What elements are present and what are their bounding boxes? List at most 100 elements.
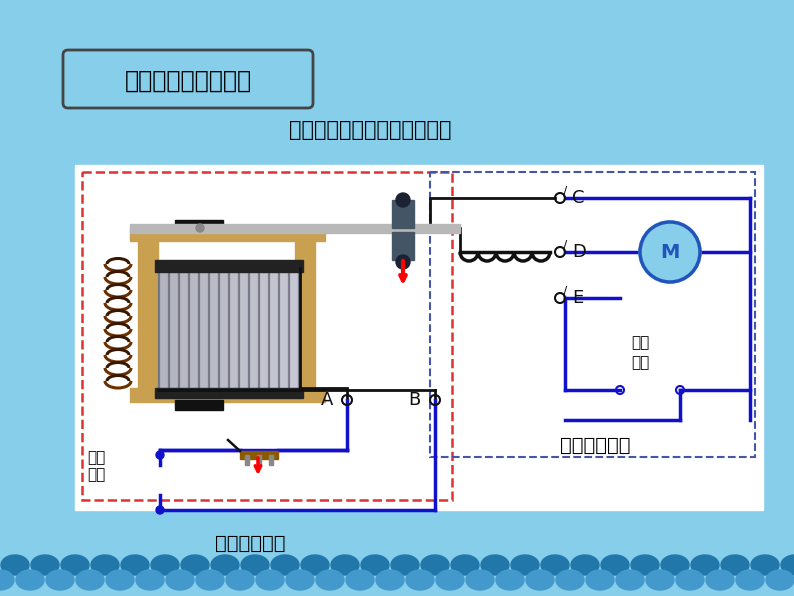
- Ellipse shape: [406, 570, 434, 590]
- Bar: [238, 268, 239, 392]
- Ellipse shape: [316, 570, 344, 590]
- Bar: [155, 260, 303, 272]
- Bar: [392, 232, 414, 260]
- Bar: [170, 268, 178, 392]
- Bar: [130, 228, 325, 241]
- Ellipse shape: [586, 570, 614, 590]
- Ellipse shape: [481, 555, 509, 575]
- Ellipse shape: [301, 555, 329, 575]
- Ellipse shape: [616, 570, 644, 590]
- Bar: [158, 268, 159, 392]
- Bar: [240, 451, 278, 459]
- Ellipse shape: [1, 555, 29, 575]
- Ellipse shape: [166, 570, 194, 590]
- Bar: [257, 455, 261, 465]
- Ellipse shape: [766, 570, 794, 590]
- Ellipse shape: [706, 570, 734, 590]
- Text: 想一想：电磁继电器的原理？: 想一想：电磁继电器的原理？: [289, 120, 451, 140]
- Bar: [175, 220, 223, 230]
- Ellipse shape: [391, 555, 419, 575]
- Bar: [288, 268, 289, 392]
- Ellipse shape: [661, 555, 689, 575]
- Ellipse shape: [646, 570, 674, 590]
- Ellipse shape: [16, 570, 44, 590]
- Ellipse shape: [151, 555, 179, 575]
- Bar: [268, 268, 269, 392]
- Bar: [210, 268, 218, 392]
- Ellipse shape: [376, 570, 404, 590]
- Bar: [190, 268, 198, 392]
- Text: B: B: [409, 391, 421, 409]
- Ellipse shape: [196, 570, 224, 590]
- Bar: [168, 268, 169, 392]
- Ellipse shape: [241, 555, 269, 575]
- Text: 一、认识电磁继电器: 一、认识电磁继电器: [125, 69, 252, 93]
- Bar: [248, 268, 249, 392]
- Bar: [392, 200, 414, 228]
- Bar: [188, 268, 189, 392]
- Text: 电源: 电源: [631, 355, 649, 371]
- Text: C: C: [572, 189, 584, 207]
- Ellipse shape: [31, 555, 59, 575]
- Ellipse shape: [346, 570, 374, 590]
- Bar: [295, 241, 315, 390]
- Bar: [158, 268, 298, 392]
- Ellipse shape: [526, 570, 554, 590]
- Ellipse shape: [91, 555, 119, 575]
- Ellipse shape: [451, 555, 479, 575]
- Ellipse shape: [721, 555, 749, 575]
- Bar: [278, 268, 279, 392]
- Text: A: A: [321, 391, 333, 409]
- Ellipse shape: [496, 570, 524, 590]
- Ellipse shape: [106, 570, 134, 590]
- Bar: [138, 241, 158, 390]
- Circle shape: [396, 255, 410, 269]
- Ellipse shape: [541, 555, 569, 575]
- Bar: [258, 268, 259, 392]
- Ellipse shape: [256, 570, 284, 590]
- Bar: [82, 172, 452, 500]
- Ellipse shape: [631, 555, 659, 575]
- Bar: [270, 268, 278, 392]
- Ellipse shape: [676, 570, 704, 590]
- Text: E: E: [572, 289, 584, 307]
- Bar: [260, 268, 268, 392]
- Text: 低压: 低压: [87, 451, 106, 465]
- Bar: [290, 268, 298, 392]
- Bar: [130, 388, 325, 402]
- Ellipse shape: [736, 570, 764, 590]
- FancyBboxPatch shape: [63, 50, 313, 108]
- Bar: [198, 268, 199, 392]
- Ellipse shape: [781, 555, 794, 575]
- Bar: [75, 165, 763, 510]
- Text: 高压工作电路: 高压工作电路: [560, 436, 630, 455]
- Bar: [200, 268, 208, 392]
- Bar: [220, 268, 228, 392]
- Ellipse shape: [181, 555, 209, 575]
- Bar: [130, 224, 460, 233]
- Bar: [230, 268, 238, 392]
- Ellipse shape: [61, 555, 89, 575]
- Ellipse shape: [691, 555, 719, 575]
- Circle shape: [156, 506, 164, 514]
- Bar: [218, 268, 219, 392]
- Ellipse shape: [421, 555, 449, 575]
- Ellipse shape: [571, 555, 599, 575]
- Ellipse shape: [211, 555, 239, 575]
- Bar: [160, 268, 168, 392]
- Circle shape: [396, 193, 410, 207]
- Text: /: /: [563, 285, 567, 298]
- Ellipse shape: [511, 555, 539, 575]
- Circle shape: [196, 224, 204, 232]
- Bar: [178, 268, 179, 392]
- Text: 高压: 高压: [631, 336, 649, 350]
- Text: D: D: [572, 243, 586, 261]
- Ellipse shape: [751, 555, 779, 575]
- Circle shape: [156, 451, 164, 459]
- Ellipse shape: [601, 555, 629, 575]
- Ellipse shape: [361, 555, 389, 575]
- Bar: [240, 268, 248, 392]
- Text: /: /: [563, 239, 567, 252]
- Ellipse shape: [331, 555, 359, 575]
- Bar: [175, 400, 223, 410]
